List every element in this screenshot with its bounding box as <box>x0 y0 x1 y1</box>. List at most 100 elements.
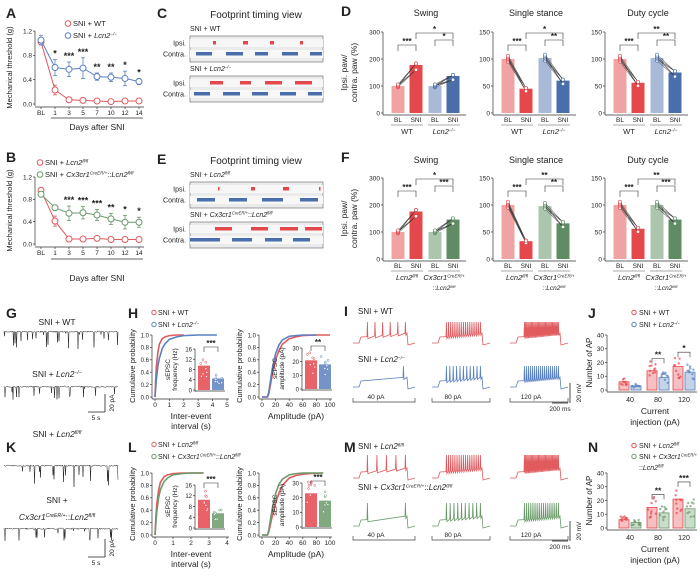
significance-bracket <box>525 178 564 185</box>
y-tick-label: 0 <box>600 525 604 532</box>
x-tick-label: SNI <box>521 263 532 270</box>
contra-label: Contra. <box>163 92 186 99</box>
label-segment: CreER/+ <box>90 171 108 176</box>
data-point <box>658 514 662 517</box>
panel-letter: A <box>6 5 16 21</box>
panel-title: Footprint timing view <box>210 10 302 21</box>
ipsi-footprint <box>305 227 322 231</box>
group-label: Lcn2−/− <box>655 127 678 136</box>
current-step-bracket <box>352 398 416 403</box>
y-tick-label: 0.4 <box>248 371 257 377</box>
data-point <box>561 220 565 225</box>
label-segment: Lcn2 <box>111 170 128 179</box>
x-tick-label: 80 <box>313 402 321 409</box>
inset-point <box>206 507 209 511</box>
label-segment: −/− <box>110 32 117 37</box>
inset-bar <box>319 364 331 389</box>
x-tick-label: 1 <box>53 250 57 257</box>
label-segment: Lcn2 <box>658 285 672 292</box>
legend-marker <box>151 453 157 460</box>
action-potential-trace <box>353 321 416 346</box>
legend-label: SNI + WT <box>158 310 189 317</box>
y-tick-label: 0.4 <box>23 219 32 226</box>
panel-letter: G <box>6 305 17 321</box>
y-tick-label: 10 <box>292 511 299 517</box>
y-axis-label: Number of AP <box>585 476 594 526</box>
x-axis-label: interval (s) <box>171 559 211 569</box>
sepsc-trace <box>3 527 119 542</box>
significance-bracket <box>637 32 676 39</box>
data-point <box>451 221 455 226</box>
bar <box>501 59 515 113</box>
time-scale-label: 200 ms <box>549 406 571 413</box>
ipsi-footprint <box>251 187 255 191</box>
y-tick-label: 20 <box>597 498 605 505</box>
inset-point <box>220 376 224 380</box>
significance-stars: * <box>123 205 127 215</box>
ipsi-label: Ipsi. <box>173 187 186 194</box>
data-point <box>135 77 143 85</box>
significance-stars: ** <box>107 62 115 72</box>
data-point <box>451 216 455 221</box>
row-label: SNI + Lcn2−/− <box>190 65 231 73</box>
label-segment: SNI + <box>158 442 178 449</box>
inset-point <box>323 373 327 376</box>
contra-footprint <box>280 92 296 96</box>
bar <box>428 86 442 113</box>
legend-label: ::Lcn2fl/fl <box>639 464 664 472</box>
ipsi-lane <box>190 39 323 47</box>
data-point <box>65 96 73 104</box>
current-step-bracket <box>509 536 569 541</box>
label-segment: Lcn2 <box>66 158 83 167</box>
data-point <box>121 74 129 82</box>
label-segment: fl/fl <box>225 171 231 176</box>
inset-point <box>205 371 209 374</box>
y-tick-label: 0 <box>486 256 490 263</box>
panel-letter: L <box>128 439 137 455</box>
x-tick-label: 40 <box>626 535 634 542</box>
data-point <box>636 384 639 388</box>
legend-marker <box>36 159 44 166</box>
label-segment: fl/fl <box>412 274 419 279</box>
significance-stars: * <box>137 206 141 216</box>
label-segment: Cx3cr1 <box>380 483 405 492</box>
bar <box>428 232 442 259</box>
significance-stars: *** <box>512 183 522 192</box>
inset-bar <box>198 499 210 528</box>
y-tick-label: 300 <box>369 175 380 182</box>
contra-footprint <box>293 238 310 242</box>
y-tick-label: 40 <box>597 332 605 339</box>
data-point <box>524 86 528 90</box>
data-point <box>652 495 656 499</box>
data-point <box>524 238 528 243</box>
label-segment: SNI + <box>73 31 94 40</box>
x-tick-label: 0 <box>153 402 157 409</box>
x-tick-label: SNI <box>448 263 459 270</box>
data-point <box>543 201 547 205</box>
data-point <box>619 515 622 518</box>
label-segment: fl/fl <box>560 284 565 289</box>
x-tick-label: 3 <box>196 402 200 409</box>
inset-L-amplitude: 0 10 20 30 sEPSC amplitude (pA) *** <box>272 473 332 531</box>
significance-bracket <box>619 44 639 51</box>
label-segment: SNI + <box>190 66 210 73</box>
data-point <box>93 211 101 219</box>
y-tick-label: 200 <box>369 202 380 209</box>
paired-line <box>656 55 676 77</box>
x-tick-label: 80 <box>654 397 662 404</box>
x-tick-label: 5 <box>81 110 85 117</box>
x-tick-label: SNI <box>521 117 532 124</box>
significance-stars: ** <box>93 62 101 72</box>
x-tick-label: 2 <box>189 540 193 547</box>
y-tick-label: 0.4 <box>23 77 32 84</box>
label-segment: :: <box>216 454 220 461</box>
contra-footprint <box>223 92 240 96</box>
inset-L-interval: 0 4 8 12 16 sEPSC frequency (Hz) *** <box>165 475 225 532</box>
x-tick-label: 5 <box>81 250 85 257</box>
action-potential-trace <box>353 502 416 529</box>
contra-footprint <box>300 198 318 202</box>
chart-title: Swing <box>414 155 439 165</box>
data-point <box>561 77 565 82</box>
